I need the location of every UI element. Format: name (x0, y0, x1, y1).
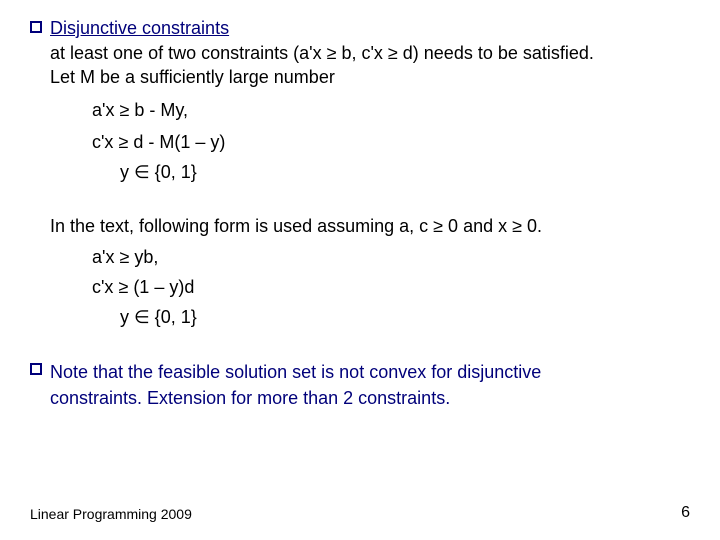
slide-container: Disjunctive constraints at least one of … (0, 0, 720, 540)
square-bullet-icon (30, 363, 42, 375)
section-1: Disjunctive constraints at least one of … (30, 18, 690, 184)
body-line: at least one of two constraints (a'x ≥ b… (50, 41, 690, 65)
formula-line: a'x ≥ b - My, (92, 98, 690, 122)
formula-line: y ∈ {0, 1} (120, 160, 690, 184)
body-line: Note that the feasible solution set is n… (50, 360, 541, 384)
formula-line: c'x ≥ d - M(1 – y) (92, 130, 690, 154)
section-heading: Disjunctive constraints (50, 18, 229, 39)
formula-line: y ∈ {0, 1} (120, 305, 690, 329)
footer-left-text: Linear Programming 2009 (30, 506, 192, 522)
square-bullet-icon (30, 21, 42, 33)
slide-footer: Linear Programming 2009 6 (30, 504, 690, 522)
formula-line: a'x ≥ yb, (92, 245, 690, 269)
page-number: 6 (681, 504, 690, 522)
section-3: Note that the feasible solution set is n… (30, 360, 690, 411)
body-line: constraints. Extension for more than 2 c… (50, 386, 690, 410)
body-line: Let M be a sufficiently large number (50, 65, 690, 89)
body-line: In the text, following form is used assu… (50, 214, 690, 238)
formula-line: c'x ≥ (1 – y)d (92, 275, 690, 299)
heading-row-1: Disjunctive constraints (30, 18, 690, 39)
heading-row-3: Note that the feasible solution set is n… (30, 360, 690, 384)
section-2: In the text, following form is used assu… (30, 214, 690, 329)
